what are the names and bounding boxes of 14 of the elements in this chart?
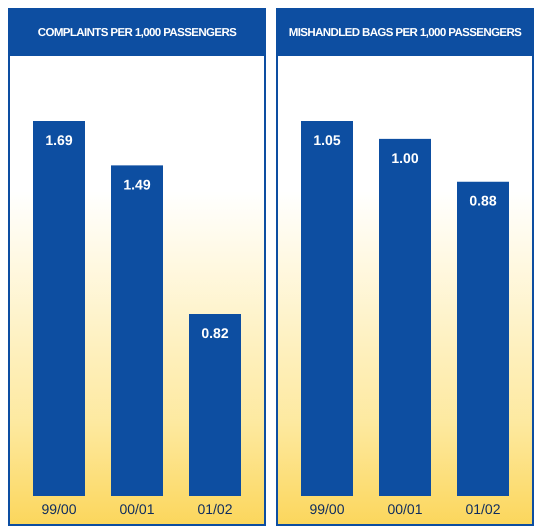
- data-label: 1.69: [45, 132, 73, 148]
- data-label: 0.82: [201, 324, 229, 341]
- chart-title: MISHANDLED BAGS PER 1,000 PASSENGERS: [278, 10, 532, 56]
- x-tick-label: 00/01: [387, 500, 423, 517]
- x-tick-label: 00/01: [119, 500, 155, 517]
- data-label: 0.88: [469, 192, 497, 209]
- x-tick-label: 99/00: [309, 500, 345, 517]
- chart-title: COMPLAINTS PER 1,000 PASSENGERS: [10, 10, 264, 56]
- x-tick-label: 01/02: [197, 500, 233, 517]
- data-label: 1.00: [391, 150, 419, 166]
- data-label: 1.49: [123, 176, 151, 192]
- data-label: 1.05: [313, 132, 341, 148]
- x-tick-label: 99/00: [41, 500, 77, 517]
- x-tick-label: 01/02: [465, 500, 501, 517]
